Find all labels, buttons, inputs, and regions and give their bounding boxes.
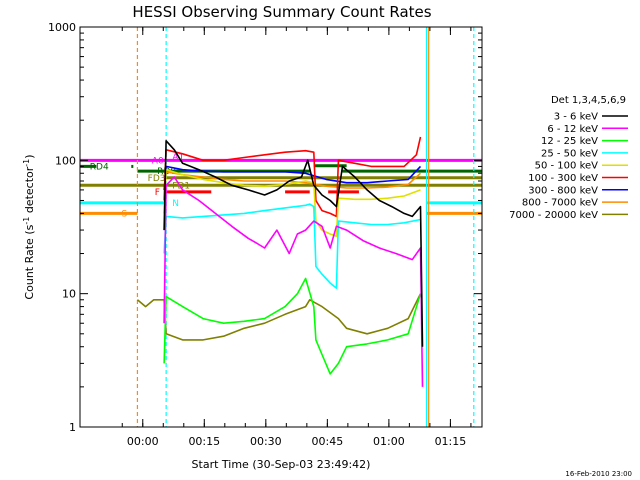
flag-label-n: N xyxy=(172,199,179,209)
x-tick-label: 01:00 xyxy=(373,435,405,448)
plot-frame xyxy=(79,26,483,428)
x-tick-label: 00:30 xyxy=(250,435,282,448)
x-tick-label: 00:15 xyxy=(188,435,220,448)
y-axis-label: Count Rate (s-1 detector-1) xyxy=(22,154,36,299)
flag-label-a0: A0 xyxy=(152,156,164,166)
flag-label-rd4: RD4 xyxy=(90,162,109,172)
flag-label-f: F xyxy=(155,188,160,198)
legend-entry-label: 300 - 800 keV xyxy=(528,185,598,196)
x-axis-label: Start Time (30-Sep-03 23:49:42) xyxy=(192,458,371,471)
series-line-1 xyxy=(163,176,424,387)
y-tick-label: 100 xyxy=(55,154,76,167)
series-line-5 xyxy=(163,136,422,218)
flag-label-fd3: FD3 xyxy=(148,174,166,184)
legend-entry-label: 25 - 50 keV xyxy=(541,148,598,159)
legend-entry-label: 3 - 6 keV xyxy=(554,112,598,123)
generated-timestamp: 16-Feb-2010 23:00 xyxy=(565,470,632,478)
legend-entry-label: 7000 - 20000 keV xyxy=(509,210,598,221)
series-line-4 xyxy=(163,168,421,237)
legend-entry-label: 50 - 100 keV xyxy=(535,161,599,172)
x-tick-label: 01:15 xyxy=(435,435,467,448)
legend-entry-label: 12 - 25 keV xyxy=(541,136,598,147)
series-lines xyxy=(136,136,424,387)
y-tick-label: 1 xyxy=(69,421,76,434)
series-line-0 xyxy=(163,140,424,347)
axes: 1 10 100 1000 00:00 00:15 00:30 00:45 01:00 01:15 xyxy=(48,21,482,448)
legend-entry-label: 6 - 12 keV xyxy=(547,124,598,135)
series-line-6 xyxy=(163,165,422,190)
series-line-3 xyxy=(163,203,421,289)
legend-entry-label: 100 - 300 keV xyxy=(528,173,598,184)
y-tick-label: 1000 xyxy=(48,21,76,34)
status-vertical-lines xyxy=(136,27,475,427)
x-tick-label: 00:00 xyxy=(127,435,159,448)
flag-label-a1: A1 xyxy=(172,153,184,163)
legend-entry-label: 800 - 7000 keV xyxy=(522,198,598,209)
x-tick-label: 00:45 xyxy=(312,435,344,448)
y-tick-label: 10 xyxy=(62,288,76,301)
legend-title: Det 1,3,4,5,6,9 xyxy=(551,95,626,106)
flag-label-s: S xyxy=(121,209,127,219)
series-line-2 xyxy=(163,277,422,375)
chart-title: HESSI Observing Summary Count Rates xyxy=(132,3,431,21)
series-line-8 xyxy=(136,293,422,341)
